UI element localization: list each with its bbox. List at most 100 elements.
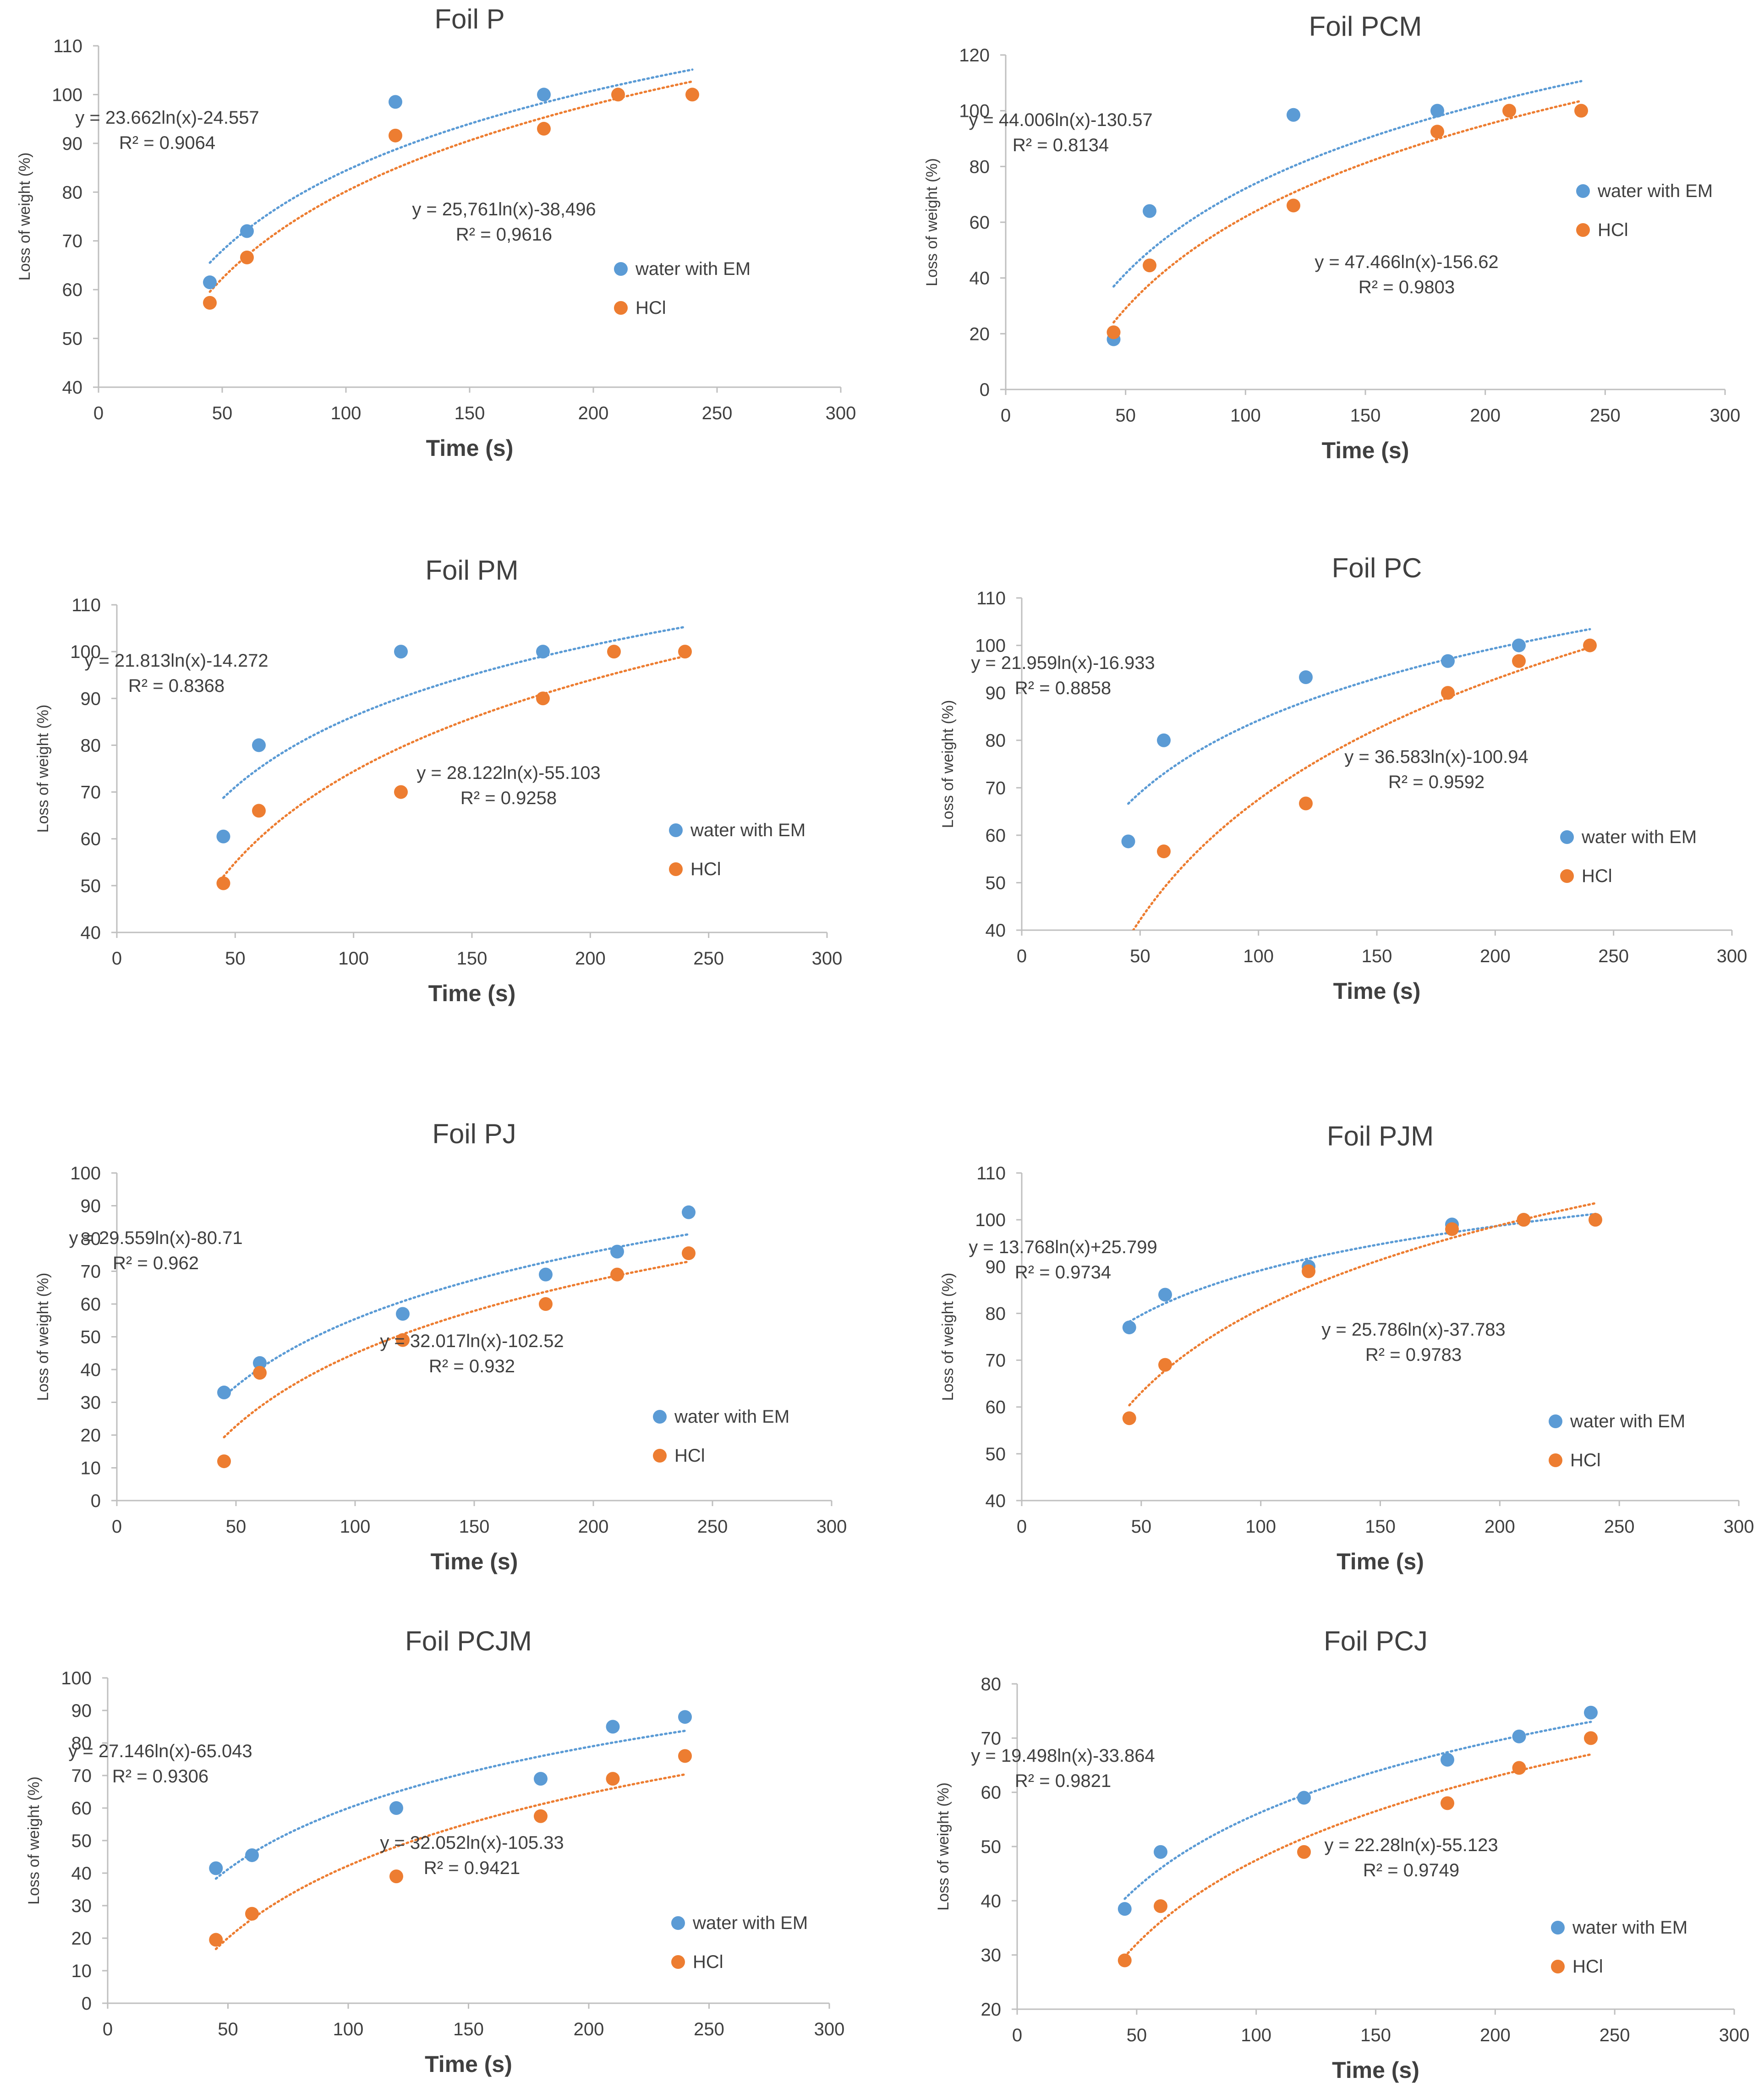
x-tick-label: 250 bbox=[1598, 946, 1629, 966]
water-with-em-data-point bbox=[217, 1386, 231, 1400]
y-tick-label: 90 bbox=[986, 1257, 1006, 1277]
x-tick-label: 200 bbox=[575, 948, 606, 969]
x-axis-title: Time (s) bbox=[426, 435, 514, 461]
y-tick-label: 50 bbox=[81, 876, 101, 896]
trendline-equation: y = 44.006ln(x)-130.57 bbox=[969, 110, 1152, 130]
hcl-data-point bbox=[240, 250, 254, 264]
y-tick-label: 20 bbox=[970, 324, 990, 344]
legend-marker-water-with-em bbox=[1549, 1414, 1562, 1428]
water-with-em-trendline bbox=[222, 625, 686, 799]
y-tick-label: 50 bbox=[981, 1837, 1002, 1857]
y-tick-label: 70 bbox=[81, 783, 101, 803]
y-tick-label: 40 bbox=[71, 1863, 92, 1884]
y-tick-label: 60 bbox=[970, 213, 990, 233]
water-with-em-data-point bbox=[389, 1801, 403, 1815]
x-tick-label: 0 bbox=[1017, 1517, 1027, 1537]
y-tick-label: 40 bbox=[986, 1491, 1006, 1511]
trendline-r-squared: R² = 0.962 bbox=[113, 1253, 199, 1273]
y-tick-label: 90 bbox=[81, 1196, 101, 1217]
hcl-data-point bbox=[539, 1297, 553, 1311]
y-tick-label: 110 bbox=[71, 595, 101, 615]
hcl-data-point bbox=[252, 804, 266, 818]
hcl-data-point bbox=[610, 1267, 624, 1282]
trendline-r-squared: R² = 0.9306 bbox=[112, 1766, 208, 1787]
x-tick-label: 150 bbox=[459, 1517, 490, 1537]
water-with-em-data-point bbox=[240, 224, 254, 238]
x-tick-label: 300 bbox=[1717, 946, 1748, 966]
hcl-trendline bbox=[1123, 1753, 1592, 1958]
hcl-data-point bbox=[1143, 258, 1156, 273]
legend-label-hcl: HCl bbox=[693, 1952, 723, 1972]
y-tick-label: 50 bbox=[71, 1831, 92, 1851]
y-tick-label: 90 bbox=[71, 1701, 92, 1721]
y-tick-label: 40 bbox=[981, 1891, 1002, 1911]
x-tick-label: 50 bbox=[1131, 1517, 1152, 1537]
water-with-em-data-point bbox=[394, 645, 408, 659]
legend-marker-water-with-em bbox=[669, 823, 683, 837]
x-tick-label: 50 bbox=[1127, 2025, 1147, 2045]
water-with-em-trendline bbox=[1128, 1212, 1597, 1323]
water-with-em-data-point bbox=[209, 1861, 223, 1875]
hcl-data-point bbox=[1502, 104, 1516, 118]
hcl-data-point bbox=[253, 1366, 267, 1380]
y-axis-title: Loss of weight (%) bbox=[25, 1776, 43, 1905]
hcl-data-point bbox=[1122, 1411, 1136, 1425]
x-tick-label: 150 bbox=[1360, 2025, 1391, 2045]
legend-label-water-with-em: water with EM bbox=[635, 259, 751, 279]
chart-foil-pcm: Foil PCM 0 20 40 60 80 100 120 0 50 100 150 200 250 30… bbox=[923, 11, 1740, 463]
x-tick-label: 100 bbox=[1245, 1517, 1276, 1537]
x-tick-label: 100 bbox=[340, 1517, 371, 1537]
y-tick-label: 30 bbox=[981, 1946, 1002, 1966]
y-tick-label: 80 bbox=[71, 1733, 92, 1754]
x-tick-label: 50 bbox=[226, 1517, 247, 1537]
y-tick-label: 60 bbox=[986, 1397, 1006, 1418]
x-axis-title: Time (s) bbox=[431, 1549, 518, 1574]
hcl-data-point bbox=[685, 88, 699, 102]
y-tick-label: 20 bbox=[981, 2000, 1002, 2020]
water-with-em-trendline bbox=[1112, 80, 1583, 288]
hcl-data-point bbox=[678, 1749, 692, 1763]
water-with-em-data-point bbox=[1122, 1321, 1136, 1335]
water-with-em-data-point bbox=[389, 95, 402, 109]
hcl-trendline bbox=[222, 655, 686, 878]
hcl-data-point bbox=[1287, 198, 1300, 213]
hcl-data-point bbox=[1154, 1899, 1167, 1913]
y-tick-label: 110 bbox=[976, 588, 1006, 608]
x-axis-title: Time (s) bbox=[1333, 978, 1421, 1004]
x-tick-label: 250 bbox=[1600, 2025, 1630, 2045]
legend-label-water-with-em: water with EM bbox=[1597, 181, 1713, 201]
x-tick-label: 150 bbox=[1365, 1517, 1396, 1537]
trendline-r-squared: R² = 0.8368 bbox=[128, 676, 225, 696]
x-tick-label: 50 bbox=[225, 948, 246, 969]
x-tick-label: 50 bbox=[212, 403, 233, 423]
legend-label-water-with-em: water with EM bbox=[1572, 1918, 1687, 1938]
trendline-equation: y = 47.466ln(x)-156.62 bbox=[1315, 252, 1498, 272]
y-tick-label: 80 bbox=[981, 1674, 1002, 1694]
legend-marker-water-with-em bbox=[671, 1916, 685, 1930]
chart-title: Foil PJM bbox=[1327, 1121, 1434, 1151]
legend-marker-hcl bbox=[671, 1955, 685, 1969]
y-tick-label: 70 bbox=[986, 778, 1006, 798]
y-tick-label: 80 bbox=[986, 1304, 1006, 1324]
x-tick-label: 50 bbox=[1115, 406, 1136, 426]
hcl-data-point bbox=[534, 1809, 548, 1823]
y-tick-label: 60 bbox=[71, 1798, 92, 1819]
water-with-em-data-point bbox=[1584, 1705, 1598, 1720]
y-tick-label: 90 bbox=[81, 689, 101, 709]
x-tick-label: 150 bbox=[1362, 946, 1392, 966]
trendline-r-squared: R² = 0.8858 bbox=[1015, 678, 1111, 698]
hcl-data-point bbox=[1158, 1358, 1172, 1372]
x-tick-label: 250 bbox=[693, 948, 724, 969]
hcl-data-point bbox=[537, 121, 551, 136]
x-tick-label: 0 bbox=[93, 403, 104, 423]
water-with-em-data-point bbox=[253, 1356, 267, 1370]
legend-label-hcl: HCl bbox=[635, 298, 666, 318]
trendline-r-squared: R² = 0.9064 bbox=[119, 133, 215, 153]
hcl-trendline bbox=[1112, 99, 1583, 324]
trendline-r-squared: R² = 0.932 bbox=[429, 1356, 515, 1376]
x-tick-label: 200 bbox=[578, 403, 609, 423]
trendline-r-squared: R² = 0.9821 bbox=[1015, 1771, 1111, 1791]
trendline-equation: y = 27.146ln(x)-65.043 bbox=[68, 1741, 252, 1761]
y-tick-label: 60 bbox=[981, 1783, 1002, 1803]
legend-marker-hcl bbox=[653, 1449, 667, 1463]
